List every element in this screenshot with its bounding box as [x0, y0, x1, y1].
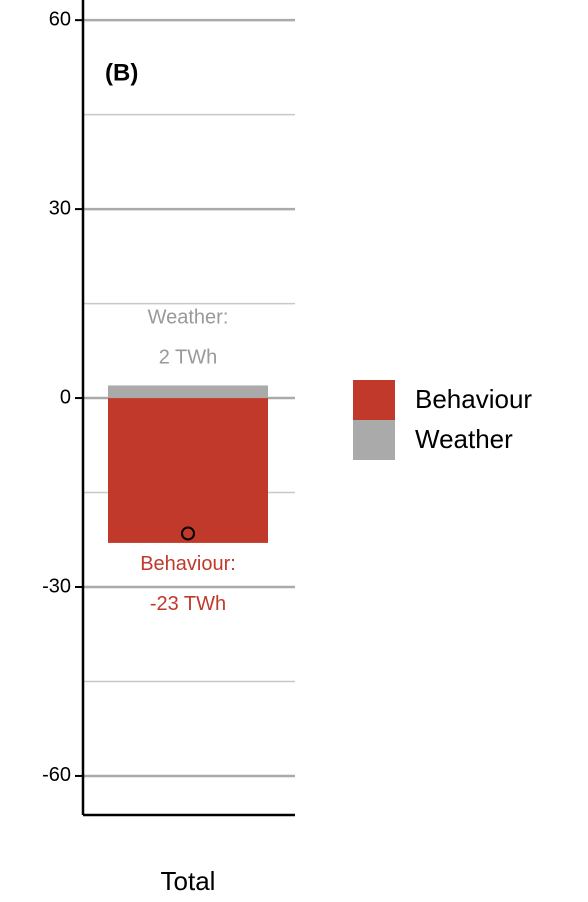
legend-label: Behaviour [415, 384, 532, 414]
data-label-title: Weather: [148, 307, 229, 329]
y-tick-label: -30 [42, 575, 71, 597]
y-tick-label: 30 [49, 197, 71, 219]
legend-swatch [353, 420, 395, 460]
y-tick-label: 0 [60, 386, 71, 408]
data-label-title: Behaviour: [140, 553, 236, 575]
legend-swatch [353, 380, 395, 420]
bar-segment [108, 385, 268, 399]
total-point [181, 526, 195, 541]
x-tick-label: Total [161, 866, 216, 896]
y-tick-label: 60 [49, 8, 71, 30]
panel-label: (B) [105, 59, 138, 86]
data-label: -23 TWh [150, 593, 226, 615]
legend-label: Weather [415, 424, 513, 454]
y-tick-label: -60 [42, 764, 71, 786]
bar-segment [108, 398, 268, 543]
data-label: 2 TWh [159, 347, 218, 369]
